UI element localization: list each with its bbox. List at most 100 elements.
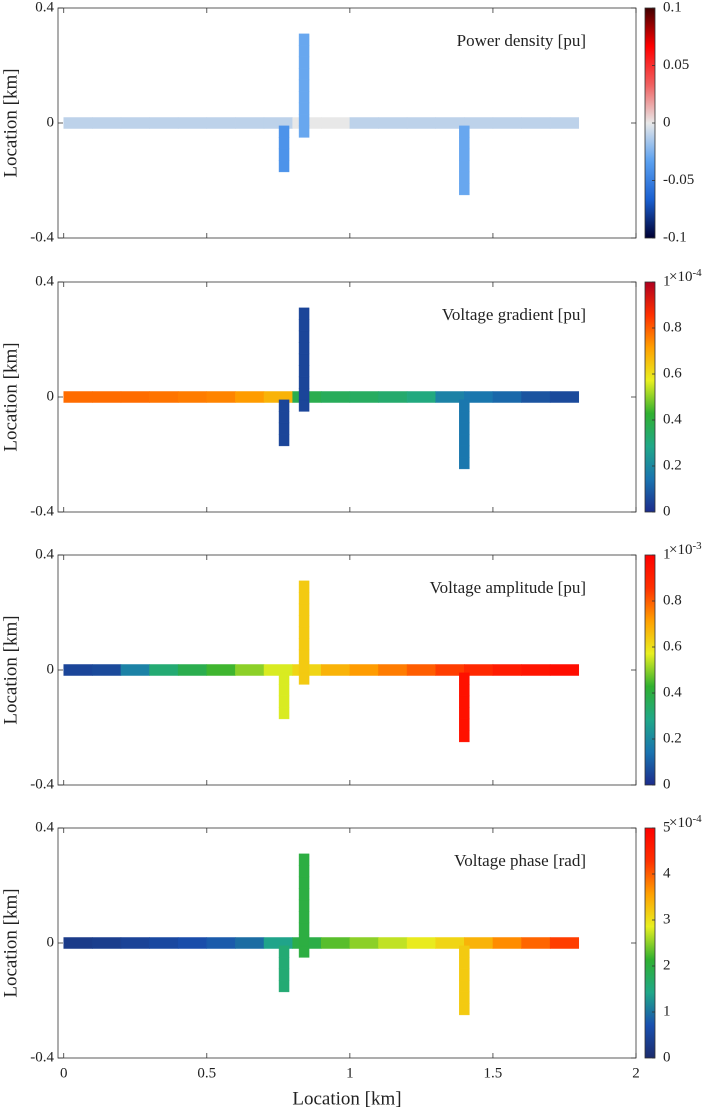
segment	[459, 672, 470, 685]
segment	[298, 899, 310, 912]
colorbar-tick-label: 0.1	[663, 0, 682, 15]
segment	[406, 391, 436, 403]
x-tick-label: 0	[60, 1065, 68, 1081]
segment	[459, 730, 470, 743]
segment	[298, 876, 310, 889]
segment	[278, 399, 290, 412]
chart-title: Voltage gradient [pu]	[442, 305, 586, 324]
colorbar-tick-label: 2	[663, 957, 671, 973]
segment	[459, 980, 470, 993]
segment	[278, 137, 290, 150]
segment	[298, 615, 310, 628]
segment	[492, 117, 522, 129]
segment	[298, 580, 310, 593]
segment	[278, 422, 290, 435]
segment	[298, 934, 310, 947]
segment	[206, 937, 236, 949]
segment	[459, 1003, 470, 1016]
segment	[298, 125, 310, 138]
colorbar-tick-label: 1	[663, 546, 671, 562]
colorbar-tick-label: 1	[663, 1003, 671, 1019]
segment	[120, 937, 150, 949]
colorbar-tick-label: 0.4	[663, 411, 682, 427]
y-axis-label: Location [km]	[0, 342, 21, 451]
segment	[278, 968, 290, 981]
y-tick-label: -0.4	[30, 503, 54, 519]
multiplier-base: ×10	[669, 269, 692, 285]
colorbar-tick-label: 0	[663, 114, 671, 130]
segment	[459, 718, 470, 731]
x-tick-label: 1	[346, 1065, 354, 1081]
chart-title: Voltage amplitude [pu]	[430, 578, 586, 597]
colorbar-multiplier: ×10-3	[669, 540, 702, 559]
segment	[298, 626, 310, 639]
x-tick-label: 1.5	[484, 1065, 503, 1081]
colorbar-tick-label: 0	[663, 776, 671, 792]
segment	[492, 391, 522, 403]
segment	[349, 664, 379, 676]
segment	[459, 137, 470, 150]
segment	[177, 117, 208, 129]
segment	[459, 457, 470, 470]
segment	[349, 117, 379, 129]
segment	[349, 937, 379, 949]
segment	[278, 695, 290, 708]
segment	[298, 330, 310, 343]
segment	[92, 117, 122, 129]
segment	[92, 391, 122, 403]
segment	[521, 117, 551, 129]
segment	[459, 422, 470, 435]
colorbar-multiplier: ×10-4	[669, 267, 702, 286]
segment	[177, 937, 208, 949]
segment	[320, 117, 351, 129]
segment	[298, 45, 310, 58]
segment	[378, 664, 408, 676]
segment	[459, 411, 470, 424]
segment	[298, 114, 310, 127]
segment	[149, 664, 179, 676]
segment	[521, 664, 551, 676]
segment	[406, 117, 436, 129]
segment	[459, 183, 470, 196]
segment	[278, 707, 290, 720]
segment	[278, 945, 290, 958]
segment	[206, 391, 236, 403]
segment	[459, 957, 470, 970]
segment	[459, 684, 470, 697]
segment	[492, 937, 522, 949]
multiplier-base: ×10	[669, 542, 692, 558]
colorbar-tick-label: 3	[663, 911, 671, 927]
segment	[298, 661, 310, 674]
segment	[278, 434, 290, 447]
segment	[320, 664, 351, 676]
segment	[459, 707, 470, 720]
colorbar-tick-label: -0.1	[663, 229, 687, 245]
segment	[63, 391, 93, 403]
colorbar-tick-label: 0	[663, 1049, 671, 1065]
segment	[298, 853, 310, 866]
segment	[521, 937, 551, 949]
segment	[298, 319, 310, 332]
segment	[298, 865, 310, 878]
segment	[459, 695, 470, 708]
segment	[63, 664, 93, 676]
segment	[298, 91, 310, 104]
segment	[459, 968, 470, 981]
segment	[298, 888, 310, 901]
colorbar-tick-label: 4	[663, 865, 671, 881]
segment	[120, 117, 150, 129]
segment	[549, 117, 580, 129]
colorbar-tick-label: 0.2	[663, 457, 682, 473]
x-axis-label: Location [km]	[292, 1088, 401, 1109]
segment	[206, 664, 236, 676]
y-tick-label: -0.4	[30, 229, 54, 245]
segment	[149, 391, 179, 403]
colorbar	[644, 281, 656, 513]
colorbar	[644, 554, 656, 786]
multiplier-exp: -4	[692, 813, 702, 825]
segment	[349, 391, 379, 403]
y-tick-label: 0.4	[35, 546, 54, 562]
segment	[206, 117, 236, 129]
colorbar-tick-label: -0.05	[663, 172, 694, 188]
